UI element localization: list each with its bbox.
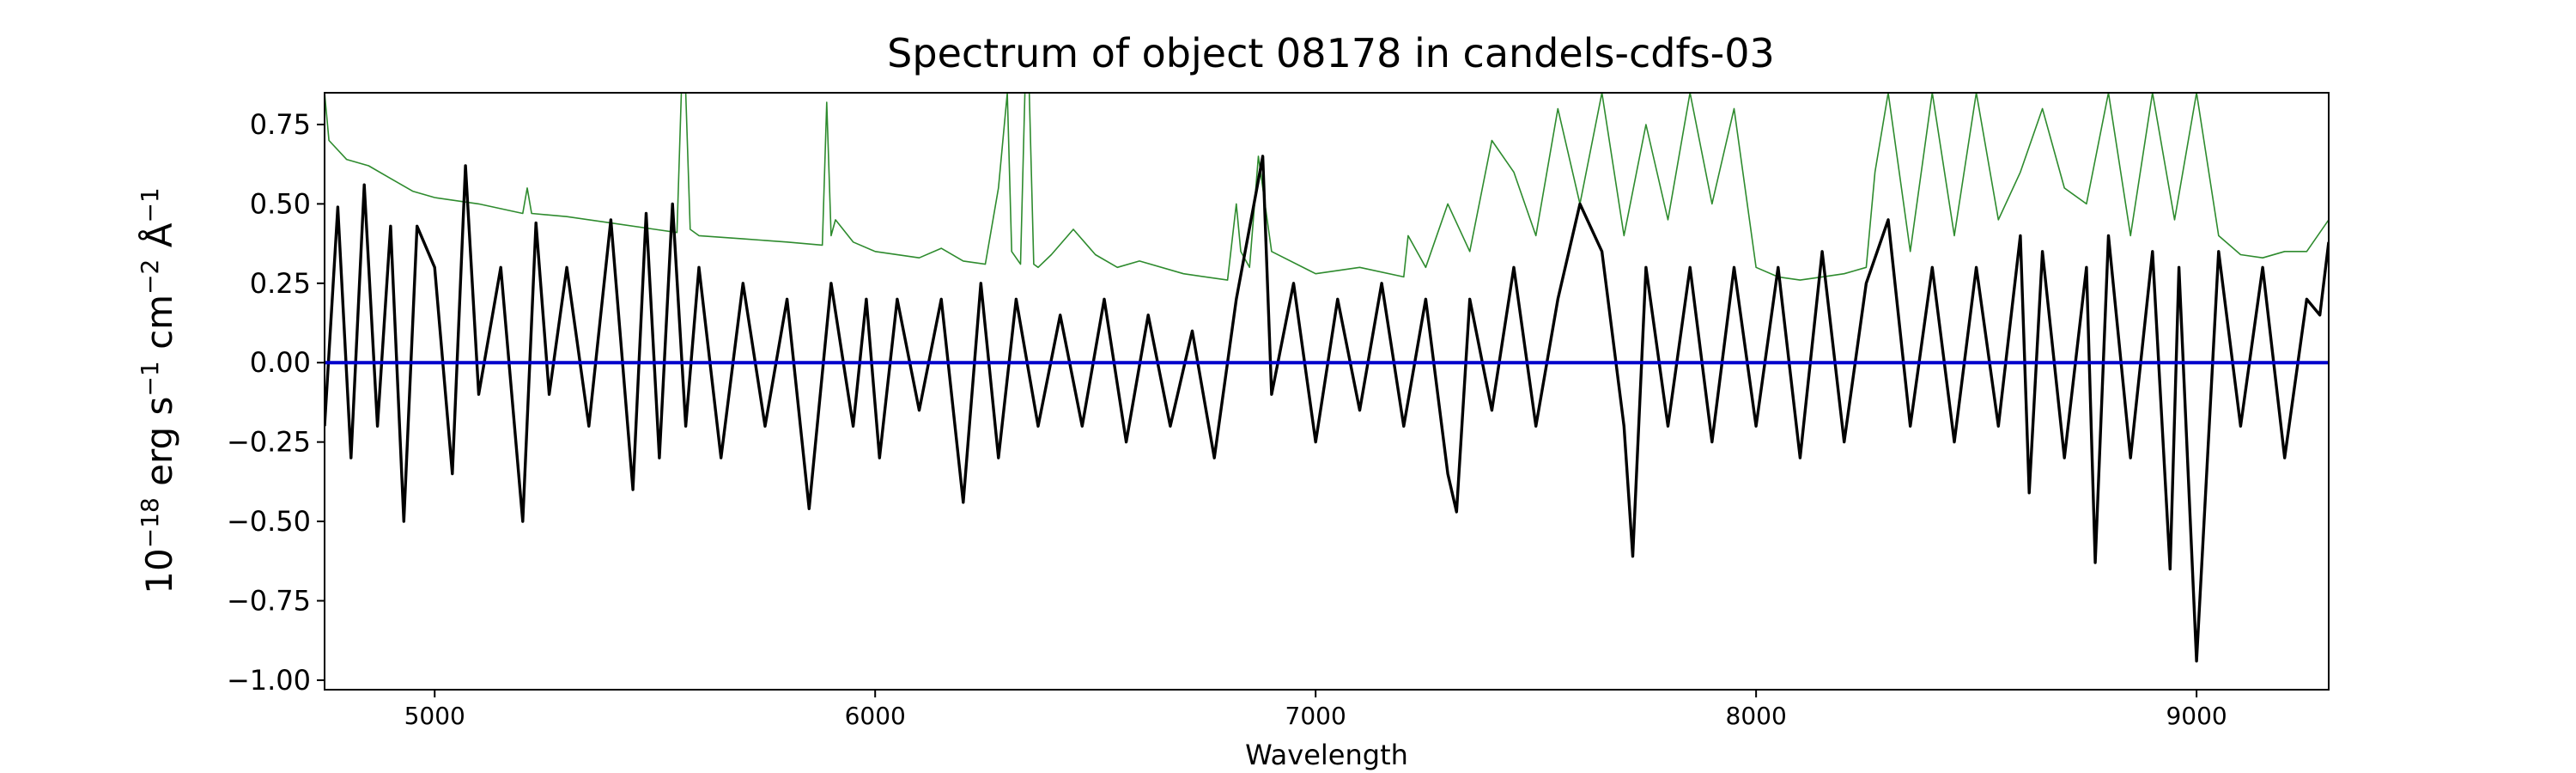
x-tick-label: 8000 xyxy=(1726,702,1787,730)
y-tick-label: 0.25 xyxy=(250,267,311,300)
x-tick-label: 5000 xyxy=(404,702,465,730)
y-tick-label: 0.75 xyxy=(250,108,311,141)
chart-title: Spectrum of object 08178 in candels-cdfs… xyxy=(887,30,1775,76)
y-tick-label: −0.50 xyxy=(227,505,311,538)
y-tick-label: −1.00 xyxy=(227,664,311,697)
flux-series-line xyxy=(325,155,2329,663)
y-tick-label: −0.75 xyxy=(227,584,311,617)
series-layer xyxy=(325,93,2329,663)
y-axis: 0.75 0.50 0.25 0.00 −0.25 −0.50 −0.75 −1.00 xyxy=(227,108,325,697)
x-tick-label: 7000 xyxy=(1285,702,1346,730)
y-tick-label: −0.25 xyxy=(227,426,311,459)
plot-frame xyxy=(324,92,2330,691)
x-tick-label: 9000 xyxy=(2166,702,2227,730)
x-axis-label: Wavelength xyxy=(1245,739,1408,771)
x-axis: 5000 6000 7000 8000 9000 xyxy=(404,690,2227,730)
plot-area xyxy=(325,93,2329,663)
y-tick-label: 0.00 xyxy=(250,346,311,379)
y-tick-label: 0.50 xyxy=(250,187,311,220)
x-tick-label: 6000 xyxy=(845,702,906,730)
